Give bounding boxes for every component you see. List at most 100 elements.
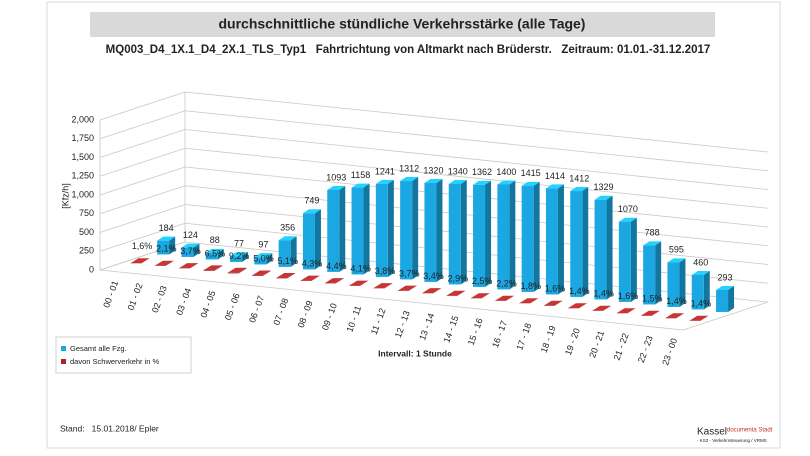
bar-top: [227, 267, 247, 273]
bar-top: [545, 184, 564, 189]
x-tick-label: 04 - 05: [198, 289, 217, 319]
bar: [716, 289, 729, 312]
bar-side: [262, 270, 271, 276]
x-tick-label: 06 - 07: [247, 294, 266, 324]
y-tick-label: 250: [79, 246, 94, 256]
value-label: 1241: [375, 166, 395, 176]
bar-top: [716, 285, 735, 290]
bar: [327, 189, 340, 272]
bar: [351, 187, 364, 275]
bar-side: [387, 179, 394, 277]
bar-side: [703, 270, 710, 310]
legend-label: Gesamt alle Fzg.: [70, 344, 127, 353]
bar-side: [384, 283, 393, 289]
bar-top: [643, 241, 662, 246]
value-label: 184: [159, 223, 174, 233]
value-label: 749: [304, 196, 319, 206]
bar-side: [360, 280, 369, 286]
bar-top: [665, 313, 685, 319]
title-box: [90, 12, 715, 37]
bar-side: [460, 179, 467, 285]
bar-side: [651, 310, 660, 316]
x-tick-label: 16 - 17: [490, 319, 509, 349]
bar: [375, 183, 388, 277]
bar-side: [728, 285, 735, 312]
value-label: 1,4%: [569, 286, 590, 296]
legend-box: [55, 336, 192, 374]
bar-top: [375, 179, 394, 184]
bar-side: [287, 273, 296, 279]
bar-side: [339, 185, 346, 272]
x-tick-label: 11 - 12: [369, 307, 388, 336]
bar-side: [238, 267, 247, 274]
bar: [424, 182, 437, 282]
value-label: 1400: [496, 167, 516, 177]
bar: [497, 184, 510, 290]
legend-swatch: [61, 359, 66, 364]
value-label: 4,4%: [326, 261, 347, 271]
bar: [400, 181, 413, 280]
grid-line: [99, 91, 769, 153]
value-label: 4,1%: [350, 263, 371, 273]
value-label: 3,7%: [399, 268, 420, 278]
bar-top: [470, 293, 490, 299]
bar-top: [446, 290, 466, 296]
bar-top: [254, 253, 273, 258]
bar-top: [327, 185, 346, 190]
value-label: 1412: [569, 173, 589, 183]
legend-swatch: [61, 346, 66, 351]
bar-side: [217, 248, 224, 260]
bar-top: [448, 179, 467, 184]
value-label: 4,3%: [302, 258, 323, 268]
bar-top: [667, 258, 686, 263]
bar-side: [481, 293, 490, 299]
bar-side: [165, 260, 174, 266]
value-label: 9,2%: [229, 251, 250, 261]
bar-top: [570, 187, 589, 192]
y-tick-label: 0: [89, 264, 94, 274]
bar-side: [193, 243, 200, 257]
bar-side: [679, 258, 686, 307]
logo-tag: documenta Stadt: [727, 428, 773, 434]
bar: [473, 184, 486, 287]
x-tick-label: 13 - 14: [417, 312, 436, 342]
bar: [205, 252, 218, 260]
bar: [254, 257, 267, 265]
value-label: 2,2%: [496, 278, 517, 288]
x-tick-label: 08 - 09: [296, 299, 315, 329]
value-label: 1414: [545, 171, 565, 181]
value-label: 1320: [423, 165, 443, 175]
x-tick-label: 17 - 18: [514, 322, 533, 352]
value-label: 1329: [594, 182, 614, 192]
x-tick-label: 02 - 03: [150, 284, 169, 314]
footer: Stand: 15.01.2018/ Epler: [60, 423, 159, 433]
chart-title: durchschnittliche stündliche Verkehrsstä…: [219, 16, 586, 32]
frame: [46, 1, 781, 449]
bar: [521, 185, 534, 292]
bar-side: [242, 252, 249, 262]
bar: [691, 274, 704, 310]
value-label: 788: [645, 228, 660, 238]
bar-top: [640, 310, 660, 316]
bar-side: [214, 265, 223, 271]
bar-side: [582, 187, 589, 297]
bar-top: [302, 209, 321, 214]
value-label: 97: [258, 240, 268, 250]
y-tick-label: 1,500: [71, 152, 94, 162]
bar-top: [251, 270, 271, 276]
x-tick-label: 01 - 02: [126, 282, 145, 312]
bar-side: [290, 236, 297, 267]
grid-line: [99, 110, 769, 172]
bar-top: [400, 177, 419, 182]
bar-top: [230, 252, 249, 257]
bar-side: [169, 236, 176, 255]
x-tick-label: 07 - 08: [271, 297, 290, 327]
x-tick-label: 05 - 06: [223, 292, 242, 322]
bar-side: [408, 285, 417, 291]
grid-line: [99, 147, 769, 209]
bar-top: [616, 308, 636, 314]
x-axis-label: Intervall: 1 Stunde: [378, 348, 452, 358]
value-label: 1,8%: [520, 281, 541, 291]
bar-side: [557, 184, 564, 295]
